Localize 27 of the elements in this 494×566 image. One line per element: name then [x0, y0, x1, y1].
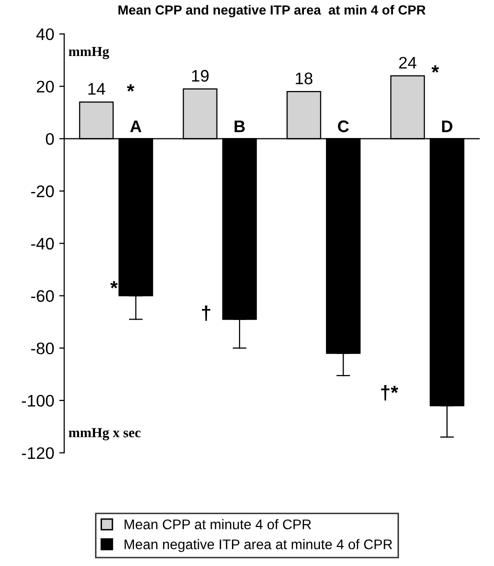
annotation: * — [126, 84, 134, 92]
y-tick-label: -80 — [31, 342, 54, 354]
chart-title: Mean CPP and negative ITP area at min 4 of CPR — [118, 4, 426, 18]
x-tick-label: C — [338, 120, 349, 132]
annotation: * — [432, 65, 440, 73]
data-label: 19 — [192, 70, 209, 82]
y-tick-label: 20 — [36, 80, 54, 93]
y-tick-label: -20 — [31, 185, 54, 198]
y-tick-label: 40 — [36, 28, 54, 40]
annotation: * — [110, 281, 118, 288]
y-tick-label: -40 — [31, 238, 54, 250]
annotation: †* — [381, 385, 398, 400]
y-tick-label: -120 — [22, 447, 54, 460]
x-tick-label: A — [130, 120, 142, 132]
x-tick-label: D — [442, 120, 452, 132]
data-label: 18 — [296, 72, 312, 84]
legend-label: Mean CPP at minute 4 of CPR — [124, 519, 311, 530]
x-tick-label: B — [234, 120, 245, 132]
data-label: 14 — [88, 83, 106, 95]
y-tick-label: -100 — [22, 394, 54, 407]
annotation: mmHg — [68, 46, 110, 60]
annotation: † — [202, 306, 210, 321]
legend-label: Mean negative ITP area at minute 4 of CPR — [124, 539, 392, 552]
data-label: 24 — [399, 56, 416, 68]
annotation: mmHg x sec — [68, 428, 141, 440]
y-tick-label: -60 — [31, 290, 54, 302]
y-tick-label: 0 — [46, 133, 54, 145]
